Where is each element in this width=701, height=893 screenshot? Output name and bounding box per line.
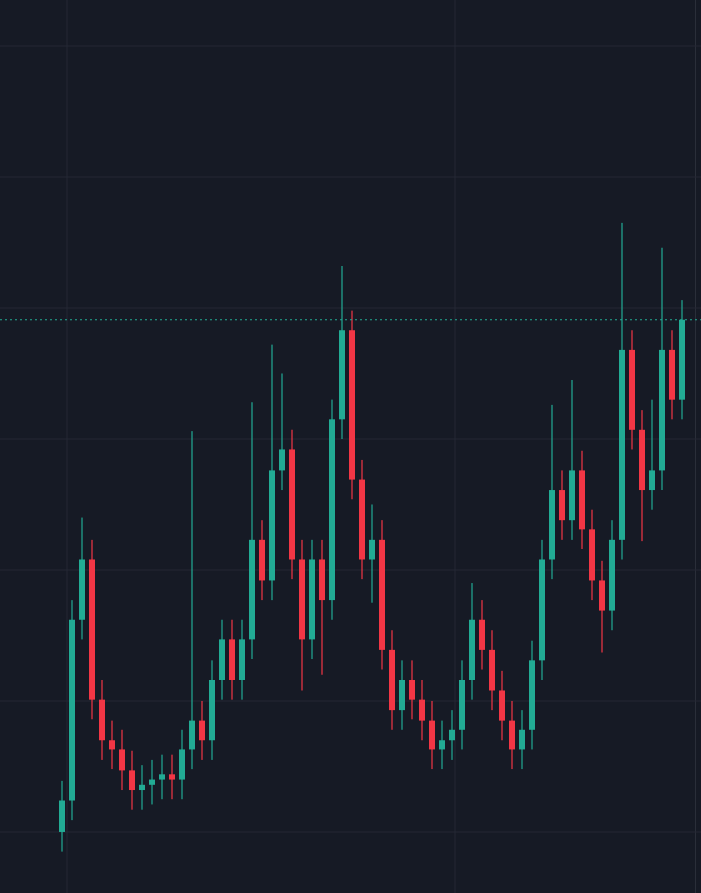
candle-body bbox=[289, 449, 295, 560]
candle-body bbox=[359, 479, 365, 560]
candle-body bbox=[59, 800, 65, 832]
candle-body bbox=[349, 330, 355, 480]
candle-body bbox=[569, 470, 575, 521]
candle-body bbox=[199, 720, 205, 741]
candle-body bbox=[239, 639, 245, 681]
candle-body bbox=[159, 774, 165, 780]
candle-body bbox=[409, 680, 415, 700]
candle-body bbox=[209, 680, 215, 741]
candle-body bbox=[339, 330, 345, 420]
candle-body bbox=[549, 490, 555, 560]
candle-body bbox=[519, 729, 525, 750]
candle-body bbox=[559, 490, 565, 521]
candle-body bbox=[599, 580, 605, 611]
candle-body bbox=[529, 660, 535, 730]
candle-body bbox=[179, 749, 185, 780]
candle-body bbox=[219, 639, 225, 681]
candle-body bbox=[269, 470, 275, 581]
candle-body bbox=[379, 539, 385, 650]
candle-body bbox=[579, 470, 585, 530]
candle-body bbox=[419, 699, 425, 721]
candle-body bbox=[129, 770, 135, 791]
candle-body bbox=[659, 349, 665, 471]
candle-body bbox=[389, 649, 395, 711]
candle-body bbox=[639, 429, 645, 491]
candle-body bbox=[169, 774, 175, 780]
candle-body bbox=[649, 470, 655, 491]
candle-body bbox=[629, 349, 635, 430]
candle-body bbox=[249, 539, 255, 640]
candle-body bbox=[499, 690, 505, 721]
candle-body bbox=[429, 720, 435, 750]
candle-body bbox=[229, 639, 235, 681]
candle-body bbox=[399, 680, 405, 711]
candle-body bbox=[469, 619, 475, 681]
candle-body bbox=[509, 720, 515, 750]
candle-body bbox=[589, 529, 595, 581]
candle-body bbox=[619, 349, 625, 540]
candle-body bbox=[189, 720, 195, 750]
candle-body bbox=[69, 619, 75, 801]
candle-body bbox=[319, 559, 325, 601]
candle-body bbox=[329, 419, 335, 601]
candle-body bbox=[669, 349, 675, 400]
candle-body bbox=[369, 539, 375, 560]
candle-body bbox=[449, 729, 455, 741]
candle-body bbox=[489, 649, 495, 691]
candle-body bbox=[609, 539, 615, 611]
candle-body bbox=[149, 779, 155, 785]
candle-body bbox=[109, 740, 115, 750]
candle-body bbox=[309, 559, 315, 640]
candle-body bbox=[99, 699, 105, 741]
candle-body bbox=[679, 319, 685, 400]
candle-body bbox=[79, 559, 85, 620]
candle-body bbox=[279, 449, 285, 471]
candle-body bbox=[439, 740, 445, 750]
candle-body bbox=[89, 559, 95, 700]
candle-body bbox=[139, 784, 145, 791]
candle-body bbox=[299, 559, 305, 640]
candle-body bbox=[119, 749, 125, 771]
candle-body bbox=[259, 539, 265, 581]
candle-body bbox=[479, 619, 485, 650]
candle-body bbox=[539, 559, 545, 661]
candle-body bbox=[459, 680, 465, 730]
